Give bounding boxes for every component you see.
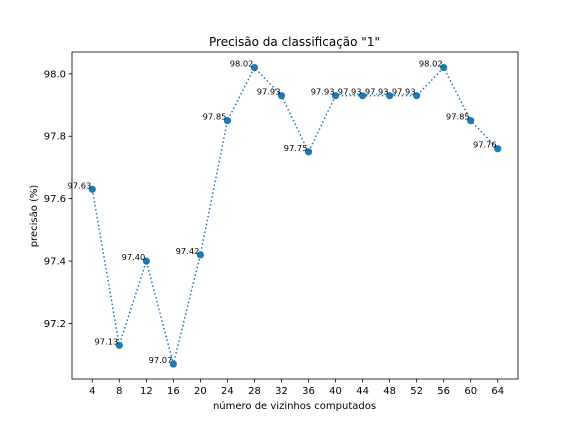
data-label: 97.76 [473, 140, 497, 150]
x-tick-label: 28 [248, 386, 261, 397]
data-label: 97.85 [203, 112, 227, 122]
x-tick-label: 32 [275, 386, 288, 397]
data-point [196, 251, 204, 259]
data-label: 98.02 [230, 59, 254, 69]
y-tick-label: 97.2 [44, 319, 66, 330]
data-label: 97.75 [284, 143, 308, 153]
x-tick-label: 8 [116, 386, 122, 397]
data-point [467, 117, 475, 125]
data-label: 97.93 [257, 87, 281, 97]
x-tick-label: 44 [356, 386, 369, 397]
data-point [277, 92, 286, 100]
data-point [304, 148, 313, 156]
data-label: 97.93 [338, 87, 362, 97]
data-label: 97.85 [446, 112, 470, 122]
data-point [440, 64, 448, 72]
x-tick-label: 60 [464, 386, 477, 397]
data-point [169, 360, 177, 368]
data-label: 97.93 [365, 87, 389, 97]
data-point [142, 257, 150, 265]
x-tick-label: 4 [89, 386, 95, 397]
plot-frame [71, 51, 519, 380]
data-point [331, 92, 340, 100]
data-point [115, 341, 123, 349]
x-tick-label: 20 [194, 386, 207, 397]
data-point [413, 92, 421, 100]
y-tick-label: 97.4 [44, 257, 66, 268]
data-point [386, 92, 394, 100]
data-label: 97.40 [122, 252, 146, 262]
data-label: 97.93 [311, 87, 335, 97]
x-tick-label: 36 [302, 386, 315, 397]
x-axis-label: número de vizinhos computados [213, 400, 376, 412]
x-tick-label: 48 [383, 386, 396, 397]
x-tick-label: 64 [491, 386, 504, 397]
x-tick-label: 16 [167, 386, 180, 397]
x-tick-label: 24 [221, 386, 234, 397]
data-label: 97.07 [149, 355, 173, 365]
data-point [88, 185, 96, 193]
data-label: 97.13 [95, 336, 119, 346]
y-axis-label: precisão (%) [29, 185, 40, 248]
data-point [358, 92, 367, 100]
data-label: 97.93 [392, 87, 416, 97]
data-point [223, 117, 232, 125]
x-tick-label: 12 [140, 386, 153, 397]
x-tick-label: 52 [410, 386, 423, 397]
data-label: 97.42 [176, 246, 200, 256]
y-tick-label: 98.0 [44, 69, 66, 80]
chart-title: Precisão da classificação "1" [209, 35, 380, 49]
data-point [250, 64, 259, 72]
series-line [91, 66, 499, 365]
x-tick-label: 56 [437, 386, 450, 397]
plot-area: 4 8 12 16 20 24 28 32 36 40 44 48 52 56 60 6497.297.497… [44, 51, 519, 397]
data-label: 98.02 [419, 59, 443, 69]
y-tick-label: 97.6 [44, 194, 66, 205]
x-tick-label: 40 [329, 386, 342, 397]
data-point [494, 145, 502, 153]
y-tick-label: 97.8 [44, 132, 66, 143]
data-label: 97.63 [68, 180, 92, 190]
